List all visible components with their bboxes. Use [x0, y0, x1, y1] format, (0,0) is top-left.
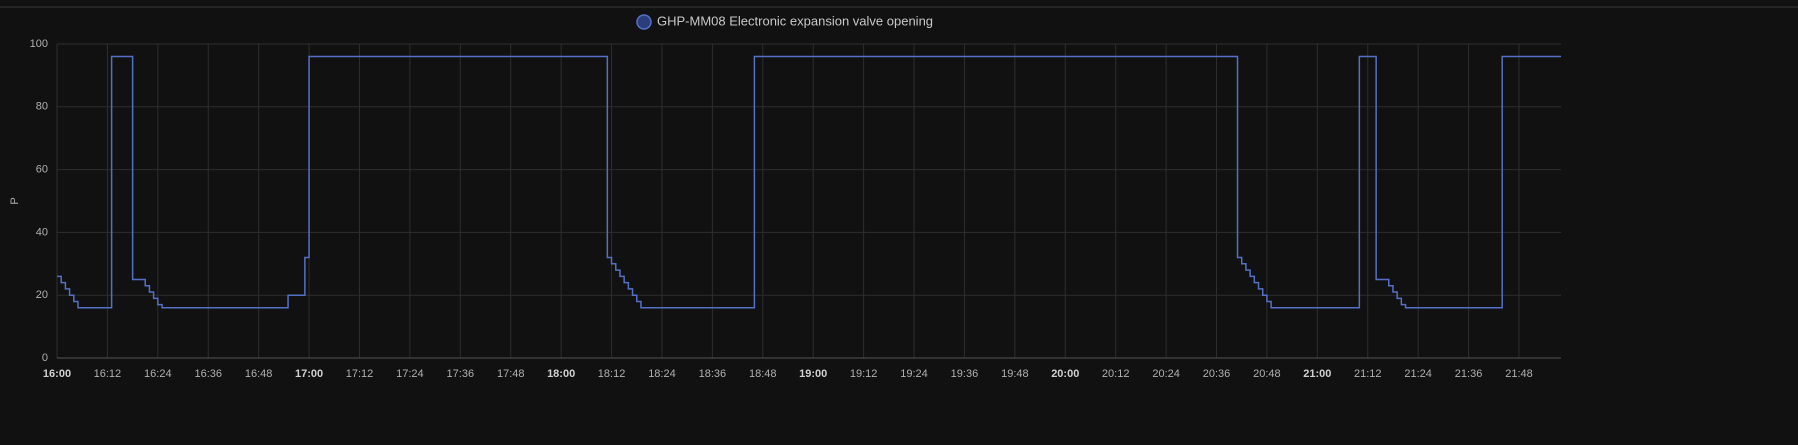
x-tick-label: 16:48: [245, 368, 273, 380]
y-tick-label: 40: [36, 226, 48, 238]
y-tick-label: 60: [36, 164, 48, 176]
y-tick-label: 100: [30, 38, 48, 50]
x-tick-label: 20:00: [1051, 368, 1079, 380]
legend-swatch[interactable]: [636, 14, 652, 30]
x-tick-label: 20:12: [1102, 368, 1130, 380]
x-tick-label: 16:12: [94, 368, 122, 380]
x-tick-label: 17:24: [396, 368, 424, 380]
y-axis-label: P: [9, 197, 21, 204]
x-tick-label: 17:00: [295, 368, 323, 380]
x-tick-label: 19:36: [951, 368, 979, 380]
x-tick-label: 16:36: [194, 368, 222, 380]
x-tick-label: 19:00: [799, 368, 827, 380]
data-line: [57, 55, 1561, 309]
x-tick-label: 20:48: [1253, 368, 1281, 380]
x-tick-label: 21:12: [1354, 368, 1382, 380]
y-tick-label: 0: [42, 352, 48, 364]
x-tick-label: 21:00: [1303, 368, 1331, 380]
x-tick-label: 18:24: [648, 368, 676, 380]
x-tick-label: 16:00: [43, 368, 71, 380]
x-tick-label: 20:24: [1152, 368, 1180, 380]
x-tick-label: 19:24: [900, 368, 928, 380]
x-tick-label: 18:36: [699, 368, 727, 380]
x-tick-label: 17:48: [497, 368, 525, 380]
x-tick-label: 18:48: [749, 368, 777, 380]
x-tick-label: 20:36: [1203, 368, 1231, 380]
x-tick-label: 21:48: [1505, 368, 1533, 380]
legend-label[interactable]: GHP-MM08 Electronic expansion valve open…: [657, 13, 933, 28]
x-tick-label: 18:12: [598, 368, 626, 380]
x-tick-label: 19:48: [1001, 368, 1029, 380]
x-tick-label: 17:36: [447, 368, 475, 380]
y-tick-label: 80: [36, 101, 48, 113]
x-tick-label: 19:12: [850, 368, 878, 380]
y-tick-label: 20: [36, 289, 48, 301]
x-tick-label: 16:24: [144, 368, 172, 380]
x-tick-label: 17:12: [346, 368, 374, 380]
x-tick-label: 18:00: [547, 368, 575, 380]
x-tick-label: 21:24: [1404, 368, 1432, 380]
x-tick-label: 21:36: [1455, 368, 1483, 380]
